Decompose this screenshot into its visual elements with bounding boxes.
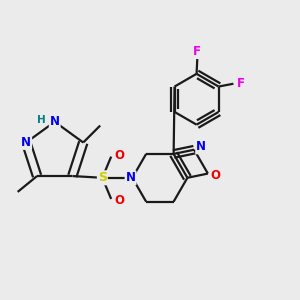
Text: N: N — [196, 140, 206, 153]
Text: F: F — [237, 77, 245, 90]
Text: H: H — [37, 115, 46, 124]
Text: N: N — [50, 115, 60, 128]
Text: O: O — [210, 169, 220, 182]
Text: F: F — [193, 45, 201, 58]
Text: O: O — [114, 149, 124, 162]
Text: N: N — [21, 136, 31, 149]
Text: N: N — [126, 171, 136, 184]
Text: S: S — [98, 171, 107, 184]
Text: O: O — [114, 194, 124, 206]
